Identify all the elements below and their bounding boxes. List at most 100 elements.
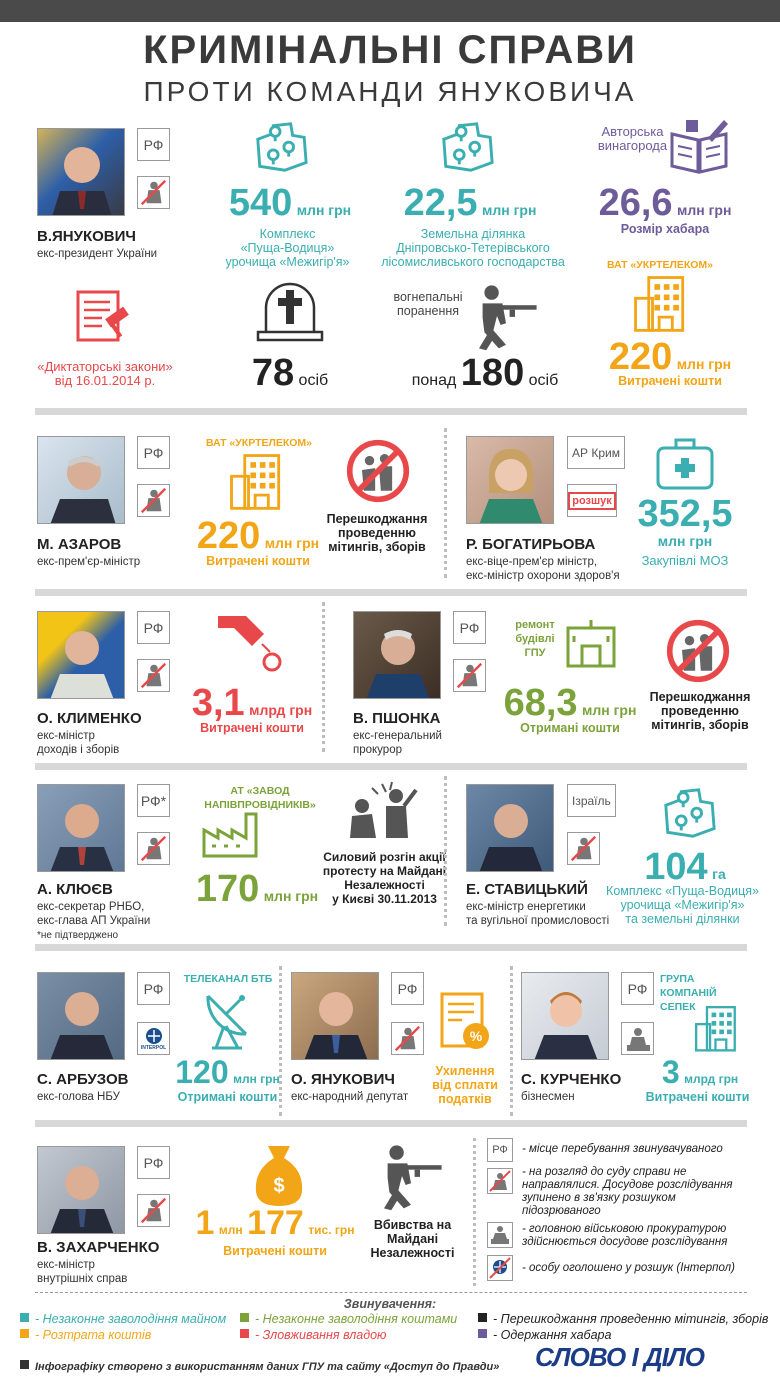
case-unit: осіб: [528, 372, 559, 389]
case-unit: млрд грн: [684, 1072, 739, 1086]
photo-kliuev: [37, 784, 125, 872]
case-caption: Земельна ділянка Дніпровсько-Тетерівськог…: [381, 227, 565, 269]
column-divider: [279, 966, 282, 1116]
grave-icon: [256, 282, 324, 342]
location-badge: РФ: [453, 611, 486, 644]
person-name: Е. СТАВИЦЬКИЙ: [466, 881, 588, 898]
case-value: 78: [251, 352, 295, 394]
company-label: АТ «ЗАВОД НАПІВПРОВІДНИКІВ»: [204, 785, 316, 811]
case-value: 120: [175, 1054, 229, 1090]
person-name: В. ЗАХАРЧЕНКО: [37, 1239, 160, 1256]
case-value-row: 3 млрд грн: [650, 1054, 750, 1091]
case-value: 104: [644, 846, 708, 888]
tax-document-icon: %: [440, 992, 489, 1049]
brand-logo[interactable]: СЛОВО І ДІЛО: [535, 1342, 705, 1372]
case-unit: млрд грн: [249, 702, 313, 718]
person-position: бізнесмен: [521, 1091, 575, 1103]
photo-bohatyryova: [466, 436, 554, 524]
military-prosecutor-icon: [621, 1022, 654, 1055]
case-label: Авторська винагорода: [597, 124, 668, 153]
location-badge: РФ: [391, 972, 424, 1005]
case-value: 22,5: [403, 182, 478, 224]
footer-note: Інфографіку створено з використанням дан…: [20, 1360, 499, 1373]
soldier-icon: [470, 280, 542, 352]
case-caption: «Диктаторські закони» від 16.01.2014 р.: [37, 359, 173, 388]
key-item: - головною військовою прокуратурою здійсн…: [522, 1223, 728, 1248]
location-badge: РФ*: [137, 784, 170, 817]
case-caption: Витрачені кошти: [618, 374, 722, 388]
building-icon: [628, 270, 694, 336]
location-badge: РФ: [137, 611, 170, 644]
person-position: екс-прем'єр-міністр: [37, 556, 141, 568]
case-label: ремонт будівлі ГПУ: [515, 619, 555, 659]
photo-pshonka: [353, 611, 441, 699]
no-protest-icon: [665, 618, 731, 684]
case-unit: млн грн: [233, 1072, 280, 1086]
case-caption: Розмір хабара: [620, 222, 710, 236]
person-position: екс-віце-прем'єр міністр, екс-міністр охо…: [466, 556, 620, 582]
no-court-icon: [137, 484, 170, 517]
case-value: 540: [228, 182, 293, 224]
case-value-row: 68,3 млн грн: [500, 682, 640, 725]
photo-kurchenko: [521, 972, 609, 1060]
legend-divider: [35, 1292, 747, 1293]
photo-stavytskyi: [466, 784, 554, 872]
case-caption: Витрачені кошти: [645, 1090, 750, 1104]
location-badge: АР Крим: [567, 436, 625, 469]
column-divider: [322, 602, 325, 752]
legend-item-protest: - Перешкоджання проведенню мітингів, збо…: [478, 1312, 768, 1326]
key-item: - місце перебування звинувачуваного: [522, 1143, 723, 1155]
case-value-row: понад 180 осіб: [400, 352, 570, 395]
location-badge: Ізраїль: [567, 784, 616, 817]
person-name: Р. БОГАТИРЬОВА: [466, 536, 596, 553]
map-pin-icon: [438, 118, 496, 176]
case-prefix: понад: [411, 372, 457, 389]
case-unit: млн грн: [481, 202, 537, 218]
building-icon: [690, 998, 744, 1058]
key-item: - на розгляд до суду справи не направляли…: [522, 1166, 733, 1217]
key-item: - особу оголошено у розшук (Інтерпол): [522, 1262, 735, 1274]
law-document-icon: [76, 290, 129, 342]
case-caption: Отримані кошти: [177, 1090, 278, 1104]
person-position: екс-міністр енергетики та вугільної проми…: [466, 901, 610, 927]
legend-item-abuse: - Зловживання владою: [240, 1328, 386, 1342]
bribe-hand-icon: [218, 616, 282, 672]
legend-item-bribe: - Одержання хабара: [478, 1328, 611, 1342]
case-value: 180: [460, 352, 525, 394]
legend-title: Звинувачення:: [343, 1297, 437, 1311]
photo-yanukovych: [37, 128, 125, 216]
case-value-row: 78 осіб: [245, 352, 335, 395]
location-badge: РФ: [137, 436, 170, 469]
case-caption: Закупівлі МОЗ: [641, 553, 729, 568]
case-caption: Перешкоджання проведенню мітингів, зборів: [326, 512, 428, 554]
company-label: ГРУПА КОМПАНІЙ СЕПЕК: [660, 973, 717, 1013]
case-value-row: 26,6 млн грн: [595, 182, 735, 225]
svg-text:$: $: [273, 1175, 284, 1197]
case-value: 220: [608, 336, 673, 378]
photo-arbuzov: [37, 972, 125, 1060]
case-label: вогнепальні поранення: [393, 290, 463, 318]
section-divider: [35, 944, 747, 951]
case-unit: млн грн: [581, 702, 637, 718]
case-value-row: 220 млн грн: [600, 336, 740, 379]
page-subtitle: ПРОТИ КОМАНДИ ЯНУКОВИЧА: [143, 76, 637, 107]
book-icon: [670, 120, 728, 174]
case-caption: Силовий розгін акції протесту на Майдані Н…: [322, 850, 447, 906]
key-no-court-icon: [487, 1168, 513, 1194]
location-badge: РФ: [621, 972, 654, 1005]
case-value-row: 170 млн грн: [182, 868, 332, 911]
svg-text:%: %: [470, 1028, 483, 1044]
map-pin-icon: [252, 118, 310, 176]
no-court-icon: [137, 832, 170, 865]
case-value-row: 1 млн 177 тис. грн: [185, 1204, 365, 1243]
case-value-row: 540 млн грн: [215, 182, 365, 225]
case-value: 352,5: [637, 493, 733, 535]
company-label: ТЕЛЕКАНАЛ БТБ: [183, 973, 273, 985]
case-value-row: 22,5 млн грн: [385, 182, 555, 225]
section-divider: [35, 589, 747, 596]
key-military-prosecutor-icon: [487, 1222, 513, 1248]
person-name: С. АРБУЗОВ: [37, 1071, 129, 1088]
location-badge: РФ: [137, 972, 170, 1005]
location-badge: РФ: [137, 1146, 170, 1179]
case-value-row: 352,5: [630, 493, 740, 536]
